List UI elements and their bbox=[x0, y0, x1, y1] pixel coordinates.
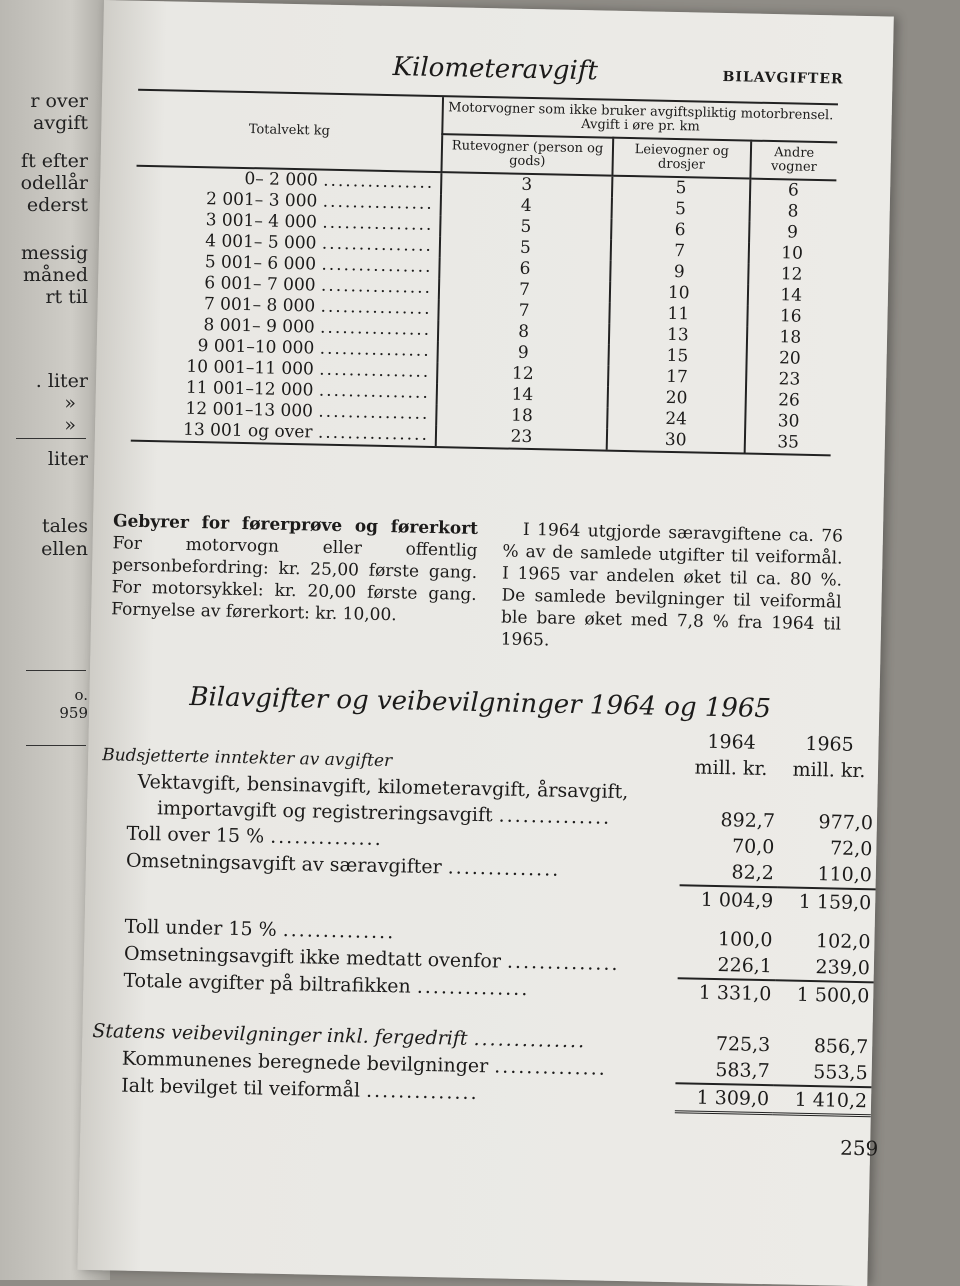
rate-cell: 7 bbox=[610, 239, 749, 264]
rate-cell: 12 bbox=[747, 263, 835, 287]
rate-cell: 6 bbox=[749, 178, 837, 203]
rate-cell: 15 bbox=[608, 344, 747, 369]
fragment: » bbox=[64, 414, 76, 436]
value-cell: 892,7 bbox=[720, 809, 776, 833]
rate-cell: 23 bbox=[745, 368, 833, 392]
finance-title: Bilavgifter og veibevilgninger 1964 og 1… bbox=[189, 681, 772, 725]
year-1964: 1964 bbox=[707, 730, 756, 754]
rate-cell: 13 bbox=[608, 323, 747, 348]
value-cell: 725,3 bbox=[715, 1033, 771, 1057]
col-header: Leievogner og drosjer bbox=[612, 137, 751, 179]
year-1965: 1965 bbox=[805, 732, 854, 756]
value-cell: 70,0 bbox=[731, 835, 775, 859]
unit: mill. kr. bbox=[792, 758, 866, 783]
rate-cell: 20 bbox=[607, 386, 746, 411]
fragment: o. bbox=[74, 686, 88, 704]
rate-cell: 6 bbox=[611, 218, 750, 243]
rate-cell: 35 bbox=[744, 431, 832, 455]
rate-cell: 5 bbox=[611, 197, 750, 222]
rate-cell: 14 bbox=[747, 284, 835, 308]
share-paragraph: I 1964 utgjorde særavgiftene ca. 76 % av… bbox=[500, 519, 844, 651]
value-cell: 1 309,0 bbox=[674, 1083, 774, 1114]
rate-cell: 11 bbox=[609, 302, 748, 327]
value-cell: 583,7 bbox=[675, 1056, 774, 1086]
fees-text: For motorvogn eller offentlig personbefo… bbox=[111, 533, 478, 626]
value-cell: 1 410,2 bbox=[772, 1085, 872, 1116]
page-number: 259 bbox=[839, 1135, 879, 1161]
rate-cell: 30 bbox=[744, 410, 832, 434]
value-cell bbox=[779, 782, 878, 810]
fragment: rt til bbox=[45, 286, 88, 308]
col-header: Andre vogner bbox=[749, 140, 838, 181]
fragment: ederst bbox=[26, 194, 88, 216]
unit: mill. kr. bbox=[694, 756, 768, 781]
value-cell: 110,0 bbox=[777, 860, 877, 890]
rate-cell: 16 bbox=[746, 305, 834, 329]
rule bbox=[26, 745, 86, 746]
fragment: avgift bbox=[33, 112, 88, 134]
rate-cell: 10 bbox=[609, 281, 748, 306]
rate-cell: 20 bbox=[745, 347, 833, 371]
rule bbox=[26, 670, 86, 671]
fragment: ellen bbox=[41, 538, 88, 560]
rate-cell: 23 bbox=[435, 425, 608, 450]
km-table: Totalvekt kg Motorvogner som ikke bruker… bbox=[131, 91, 838, 455]
finance-table: 1964 1965 Budsjetterte inntekter av avgi… bbox=[91, 716, 879, 1117]
fees-block: Gebyrer for førerprøve og førerkort For … bbox=[111, 510, 478, 628]
page-title: Kilometeravgift bbox=[392, 52, 599, 87]
value-cell: 239,0 bbox=[775, 953, 875, 983]
finance-table-wrap: 1964 1965 Budsjetterte inntekter av avgi… bbox=[91, 716, 879, 1117]
rate-cell: 30 bbox=[606, 428, 745, 453]
book-page: Kilometeravgift BILAVGIFTER Totalvekt kg… bbox=[77, 0, 894, 1286]
fragment: r over bbox=[30, 90, 88, 112]
value-cell: 856,7 bbox=[813, 1035, 869, 1059]
rate-cell: 9 bbox=[748, 221, 836, 245]
value-cell: 1 004,9 bbox=[700, 888, 774, 913]
col-header: Rutevogner (person og gods) bbox=[441, 134, 614, 176]
value-cell: 553,5 bbox=[773, 1058, 872, 1088]
value-cell: 1 500,0 bbox=[796, 983, 870, 1008]
value-cell: 1 331,0 bbox=[698, 981, 772, 1006]
value-cell: 72,0 bbox=[829, 837, 873, 861]
rate-cell: 10 bbox=[748, 242, 836, 266]
weight-header: Totalvekt kg bbox=[248, 122, 331, 139]
fragment: messig bbox=[20, 242, 88, 264]
value-cell: 102,0 bbox=[815, 930, 871, 954]
fragment: . liter bbox=[35, 370, 88, 392]
fragment: 959 bbox=[59, 704, 88, 722]
rule bbox=[16, 438, 86, 439]
value-cell: 977,0 bbox=[818, 811, 874, 835]
rate-cell: 9 bbox=[610, 260, 749, 285]
rate-cell: 24 bbox=[607, 407, 746, 432]
rate-cell: 17 bbox=[608, 365, 746, 390]
km-table-body: 0– 2 000 ............... 3 5 6 2 001– 3 000 … bbox=[131, 166, 837, 455]
value-cell: 100,0 bbox=[717, 928, 773, 952]
fragment: måned bbox=[23, 264, 88, 286]
fragment: » bbox=[64, 392, 76, 414]
fragment: ft efter bbox=[21, 150, 88, 172]
value-cell: 1 159,0 bbox=[798, 890, 872, 915]
rate-cell: 26 bbox=[745, 389, 832, 413]
fragment: tales bbox=[41, 515, 88, 537]
value-cell bbox=[681, 780, 780, 808]
km-table-wrap: Totalvekt kg Motorvogner som ikke bruker… bbox=[130, 88, 838, 457]
value-cell: 226,1 bbox=[677, 951, 777, 981]
value-cell: 82,2 bbox=[679, 858, 779, 888]
fragment: liter bbox=[47, 448, 88, 470]
finance-body: Vektavgift, bensinavgift, kilometeravgif… bbox=[91, 768, 878, 1116]
running-head: BILAVGIFTER bbox=[722, 68, 844, 88]
fragment: odellår bbox=[20, 172, 88, 194]
rate-cell: 8 bbox=[749, 200, 836, 224]
rate-cell: 18 bbox=[746, 326, 834, 350]
rate-cell: 5 bbox=[612, 175, 750, 201]
